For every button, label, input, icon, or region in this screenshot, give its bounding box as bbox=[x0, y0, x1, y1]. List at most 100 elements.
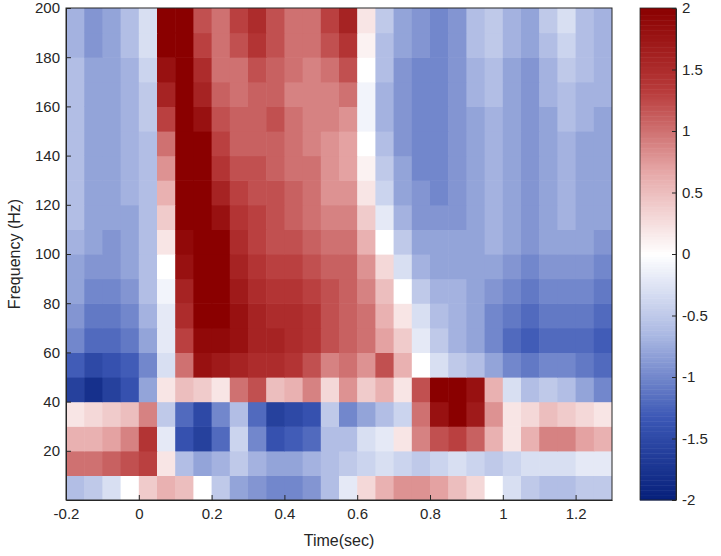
heatmap-cell bbox=[266, 33, 285, 58]
heatmap-cell bbox=[303, 131, 322, 156]
heatmap-cell bbox=[230, 475, 249, 500]
heatmap-cell bbox=[521, 426, 540, 451]
heatmap-cell bbox=[466, 205, 485, 230]
heatmap-cell bbox=[339, 180, 358, 205]
heatmap-cell bbox=[394, 328, 413, 353]
heatmap-cell bbox=[557, 57, 576, 82]
heatmap-cell bbox=[121, 57, 140, 82]
heatmap-cell bbox=[466, 33, 485, 58]
heatmap-cell bbox=[339, 33, 358, 58]
heatmap-cell bbox=[157, 426, 176, 451]
heatmap-cell bbox=[230, 8, 249, 33]
heatmap-cell bbox=[412, 303, 431, 328]
heatmap-cell bbox=[466, 254, 485, 279]
heatmap-cell bbox=[375, 426, 394, 451]
heatmap-cell bbox=[212, 33, 231, 58]
heatmap-cell bbox=[66, 180, 85, 205]
heatmap-cell bbox=[576, 426, 595, 451]
heatmap-cell bbox=[121, 33, 140, 58]
heatmap-cell bbox=[212, 402, 231, 427]
heatmap-cell bbox=[84, 156, 103, 181]
heatmap-cell bbox=[576, 451, 595, 476]
heatmap-cell bbox=[557, 254, 576, 279]
heatmap-cell bbox=[230, 131, 249, 156]
heatmap-cell bbox=[503, 352, 522, 377]
heatmap-cell bbox=[375, 377, 394, 402]
heatmap-cell bbox=[357, 205, 376, 230]
y-tick-label: 140 bbox=[35, 147, 60, 164]
heatmap-cell bbox=[66, 352, 85, 377]
heatmap-cell bbox=[521, 451, 540, 476]
heatmap-cell bbox=[139, 254, 158, 279]
heatmap-cell bbox=[557, 279, 576, 304]
heatmap-cell bbox=[412, 377, 431, 402]
x-tick-mark bbox=[503, 495, 504, 500]
heatmap-cell bbox=[430, 229, 449, 254]
heatmap-cell bbox=[430, 279, 449, 304]
heatmap-cell bbox=[375, 57, 394, 82]
heatmap-cell bbox=[193, 180, 212, 205]
heatmap-cell bbox=[539, 475, 558, 500]
heatmap-cell bbox=[485, 377, 504, 402]
y-tick-mark bbox=[66, 402, 71, 403]
heatmap-cell bbox=[266, 303, 285, 328]
heatmap-cell bbox=[84, 106, 103, 131]
heatmap-cell bbox=[212, 426, 231, 451]
heatmap-cell bbox=[230, 451, 249, 476]
heatmap-cell bbox=[485, 352, 504, 377]
heatmap-cell bbox=[357, 106, 376, 131]
colorbar-tick: 1 bbox=[672, 122, 690, 139]
heatmap-cell bbox=[284, 205, 303, 230]
heatmap-cell bbox=[594, 205, 612, 230]
heatmap-cell bbox=[266, 475, 285, 500]
heatmap-cell bbox=[576, 352, 595, 377]
heatmap-cell bbox=[375, 8, 394, 33]
heatmap-cell bbox=[430, 328, 449, 353]
heatmap-cell bbox=[121, 205, 140, 230]
heatmap-cell bbox=[521, 205, 540, 230]
heatmap-cell bbox=[321, 328, 340, 353]
heatmap-cell bbox=[357, 33, 376, 58]
colorbar-tick-label: 1.5 bbox=[682, 61, 703, 78]
heatmap-cell bbox=[357, 229, 376, 254]
y-tick-label: 180 bbox=[35, 49, 60, 66]
heatmap-cell bbox=[448, 205, 467, 230]
heatmap-cell bbox=[394, 303, 413, 328]
heatmap-cell bbox=[102, 8, 121, 33]
heatmap-cell bbox=[557, 352, 576, 377]
heatmap-cell bbox=[557, 377, 576, 402]
heatmap-cell bbox=[157, 205, 176, 230]
heatmap-cell bbox=[175, 131, 194, 156]
heatmap-cell bbox=[157, 131, 176, 156]
heatmap-cell bbox=[102, 57, 121, 82]
heatmap-cell bbox=[485, 254, 504, 279]
y-tick-label: 20 bbox=[43, 442, 60, 459]
heatmap-cell bbox=[321, 106, 340, 131]
heatmap-cell bbox=[394, 180, 413, 205]
heatmap-cell bbox=[157, 402, 176, 427]
heatmap-cell bbox=[212, 377, 231, 402]
heatmap-cell bbox=[121, 82, 140, 107]
heatmap-cell bbox=[230, 254, 249, 279]
heatmap-cell bbox=[84, 328, 103, 353]
heatmap-cell bbox=[503, 131, 522, 156]
heatmap-cell bbox=[485, 426, 504, 451]
heatmap-cell bbox=[503, 8, 522, 33]
heatmap-cell bbox=[576, 279, 595, 304]
heatmap-cell bbox=[284, 57, 303, 82]
heatmap-cell bbox=[175, 475, 194, 500]
heatmap-cell bbox=[157, 57, 176, 82]
heatmap-cell bbox=[485, 229, 504, 254]
colorbar-tick-mark bbox=[672, 193, 676, 194]
heatmap-cell bbox=[357, 180, 376, 205]
heatmap-cell bbox=[557, 131, 576, 156]
heatmap-cell bbox=[102, 156, 121, 181]
heatmap-cell bbox=[321, 303, 340, 328]
heatmap-cell bbox=[84, 33, 103, 58]
heatmap-cell bbox=[448, 82, 467, 107]
heatmap-cell bbox=[266, 156, 285, 181]
heatmap-cell bbox=[576, 8, 595, 33]
heatmap-cell bbox=[357, 156, 376, 181]
heatmap-cell bbox=[448, 279, 467, 304]
y-tick: 80 bbox=[43, 295, 71, 312]
